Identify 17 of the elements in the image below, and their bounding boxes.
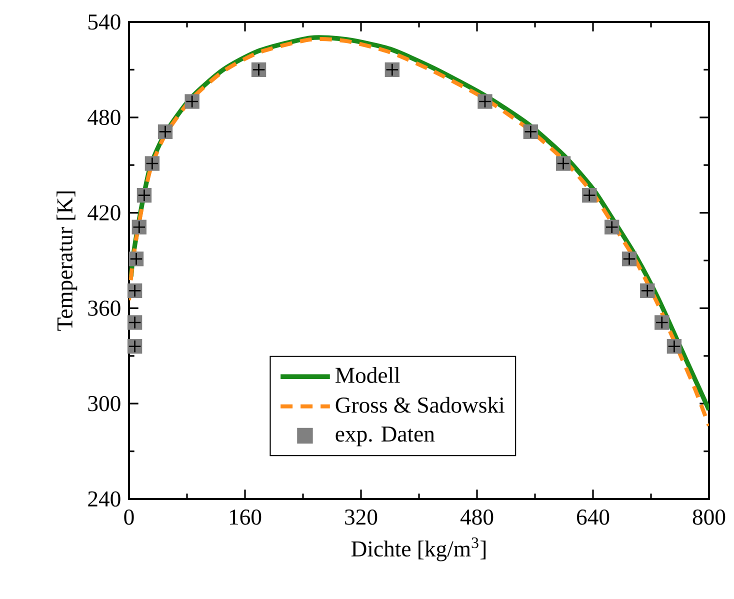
legend-label: Modell [336,367,400,383]
x-tick-label: 320 [345,509,378,525]
x-tick-label: 640 [576,509,610,525]
y-tick-label: 480 [88,110,120,126]
x-tick-label: 800 [692,509,726,525]
y-tick-label: 420 [88,205,120,220]
y-axis-title: Temperatur [K] [56,192,78,331]
y-tick-label: 300 [88,396,120,412]
y-tick-label: 240 [88,491,120,507]
x-axis-title: Dichte [kg/m$^{3}$] [351,537,486,562]
x-tick-label: 480 [460,509,494,525]
x-tick-label: 160 [230,509,262,525]
y-tick-label: 540 [88,14,120,30]
legend-label: exp. Daten [336,426,435,446]
y-tick-label: 360 [88,300,120,316]
x-tick-label: 0 [124,509,134,525]
legend-label: Gross & Sadowski [336,396,504,413]
